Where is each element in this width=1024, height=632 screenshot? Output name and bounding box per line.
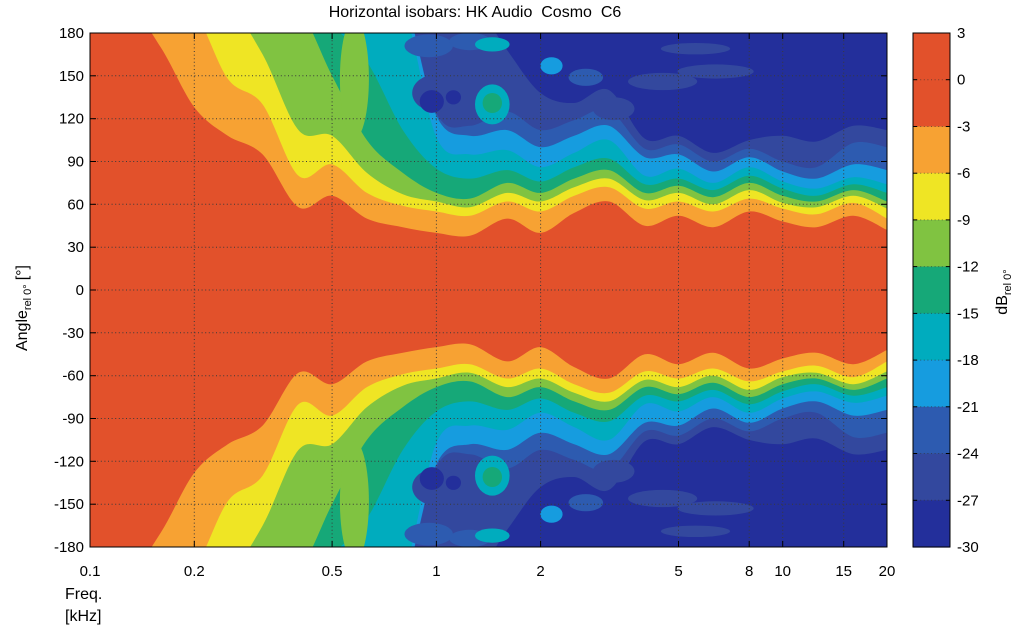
colorbar-tick-label: -12 xyxy=(957,259,979,276)
y-tick-label: 90 xyxy=(67,154,84,171)
colorbar-tick-label: -21 xyxy=(957,399,979,416)
contour-band-3db xyxy=(90,33,887,547)
y-axis-label: Anglerel 0° [°] xyxy=(14,265,34,351)
colorbar-tick-label: -24 xyxy=(957,446,979,463)
colorbar-cell xyxy=(913,500,950,548)
colorbar-label-main: dB xyxy=(993,295,1011,315)
colorbar-label-sub: rel 0° xyxy=(1002,269,1015,296)
colorbar-tick-label: 3 xyxy=(957,25,965,42)
x-tick-label: 0.1 xyxy=(80,563,101,580)
x-tick-label: 5 xyxy=(674,563,682,580)
contour-blob xyxy=(482,93,502,113)
contour-blob xyxy=(568,68,604,86)
colorbar-tick-label: 0 xyxy=(957,72,965,89)
y-tick-label: -90 xyxy=(62,411,84,428)
y-tick-label: 150 xyxy=(59,68,84,85)
y-tick-label: -120 xyxy=(54,453,84,470)
colorbar-tick-label: -27 xyxy=(957,492,979,509)
contour-blob xyxy=(592,97,635,121)
colorbar-tick-label: -9 xyxy=(957,212,970,229)
colorbar-tick-label: -6 xyxy=(957,165,970,182)
x-tick-label: 0.2 xyxy=(184,563,205,580)
y-axis-label-main: Angle xyxy=(13,310,31,352)
contour-blob xyxy=(419,467,444,490)
y-tick-label: 0 xyxy=(76,282,84,299)
contour-blob xyxy=(592,459,635,483)
y-tick-label: -180 xyxy=(54,539,84,556)
x-axis-label-line1: Freq. xyxy=(65,586,103,603)
y-tick-label: 180 xyxy=(59,25,84,42)
x-tick-label: 1 xyxy=(432,563,440,580)
y-axis-label-unit: [°] xyxy=(13,264,31,281)
contour-blob xyxy=(404,34,453,58)
contour-blob xyxy=(419,90,444,113)
contour-blob xyxy=(482,467,502,487)
y-tick-label: 30 xyxy=(67,239,84,256)
colorbar-label: dBrel 0° xyxy=(994,269,1014,314)
x-tick-label: 2 xyxy=(536,563,544,580)
colorbar-cell xyxy=(913,406,950,455)
colorbar-tick-label: -18 xyxy=(957,352,979,369)
x-axis-label: Freq. [kHz] xyxy=(65,584,102,628)
contour-blob xyxy=(660,43,731,55)
chart-title: Horizontal isobars: HK Audio Cosmo C6 xyxy=(328,4,622,21)
colorbar-tick-label: -30 xyxy=(957,539,979,556)
colorbar-cell xyxy=(913,79,950,127)
contour-blob xyxy=(677,501,754,516)
contour-blob xyxy=(628,489,698,508)
colorbar-tick-label: -3 xyxy=(957,119,970,136)
x-tick-label: 0.5 xyxy=(322,563,343,580)
contour-blob xyxy=(339,33,369,139)
y-tick-label: 120 xyxy=(59,111,84,128)
y-axis-label-sub: rel 0° xyxy=(22,284,35,311)
y-tick-label: 60 xyxy=(67,196,84,213)
y-tick-label: -30 xyxy=(62,325,84,342)
contour-blob xyxy=(628,72,698,91)
x-tick-label: 10 xyxy=(774,563,791,580)
contour-blob xyxy=(568,494,604,512)
colorbar-cell xyxy=(913,360,950,408)
colorbar-cell xyxy=(913,126,950,174)
colorbar-cell xyxy=(913,266,950,314)
colorbar-cell xyxy=(913,453,950,501)
contour-blob xyxy=(475,528,510,543)
contour-blob xyxy=(475,37,510,52)
processing-annotations: Step=5° Norm. to 0° Cyclic move=0° Mirro… xyxy=(129,585,595,632)
contour-blob xyxy=(660,525,731,537)
x-axis-label-line2: [kHz] xyxy=(65,608,102,625)
x-tick-label: 20 xyxy=(879,563,896,580)
contour-blob xyxy=(677,64,754,79)
contour-blob xyxy=(445,90,461,105)
colorbar-cell xyxy=(913,33,950,81)
contour-blob xyxy=(404,522,453,546)
colorbar-cell xyxy=(913,219,950,268)
contour-blob xyxy=(339,441,369,547)
x-tick-label: 8 xyxy=(745,563,753,580)
contour-blob xyxy=(540,505,563,523)
colorbar-tick-label: -15 xyxy=(957,305,979,322)
colorbar-cell xyxy=(913,313,950,361)
contour-area xyxy=(90,33,887,547)
x-tick-label: 15 xyxy=(835,563,852,580)
colorbar-border xyxy=(912,32,951,548)
y-tick-label: -150 xyxy=(54,496,84,513)
contour-blob xyxy=(445,475,461,490)
colorbar-cell xyxy=(913,173,950,221)
contour-blob xyxy=(540,57,563,75)
y-tick-label: -60 xyxy=(62,368,84,385)
